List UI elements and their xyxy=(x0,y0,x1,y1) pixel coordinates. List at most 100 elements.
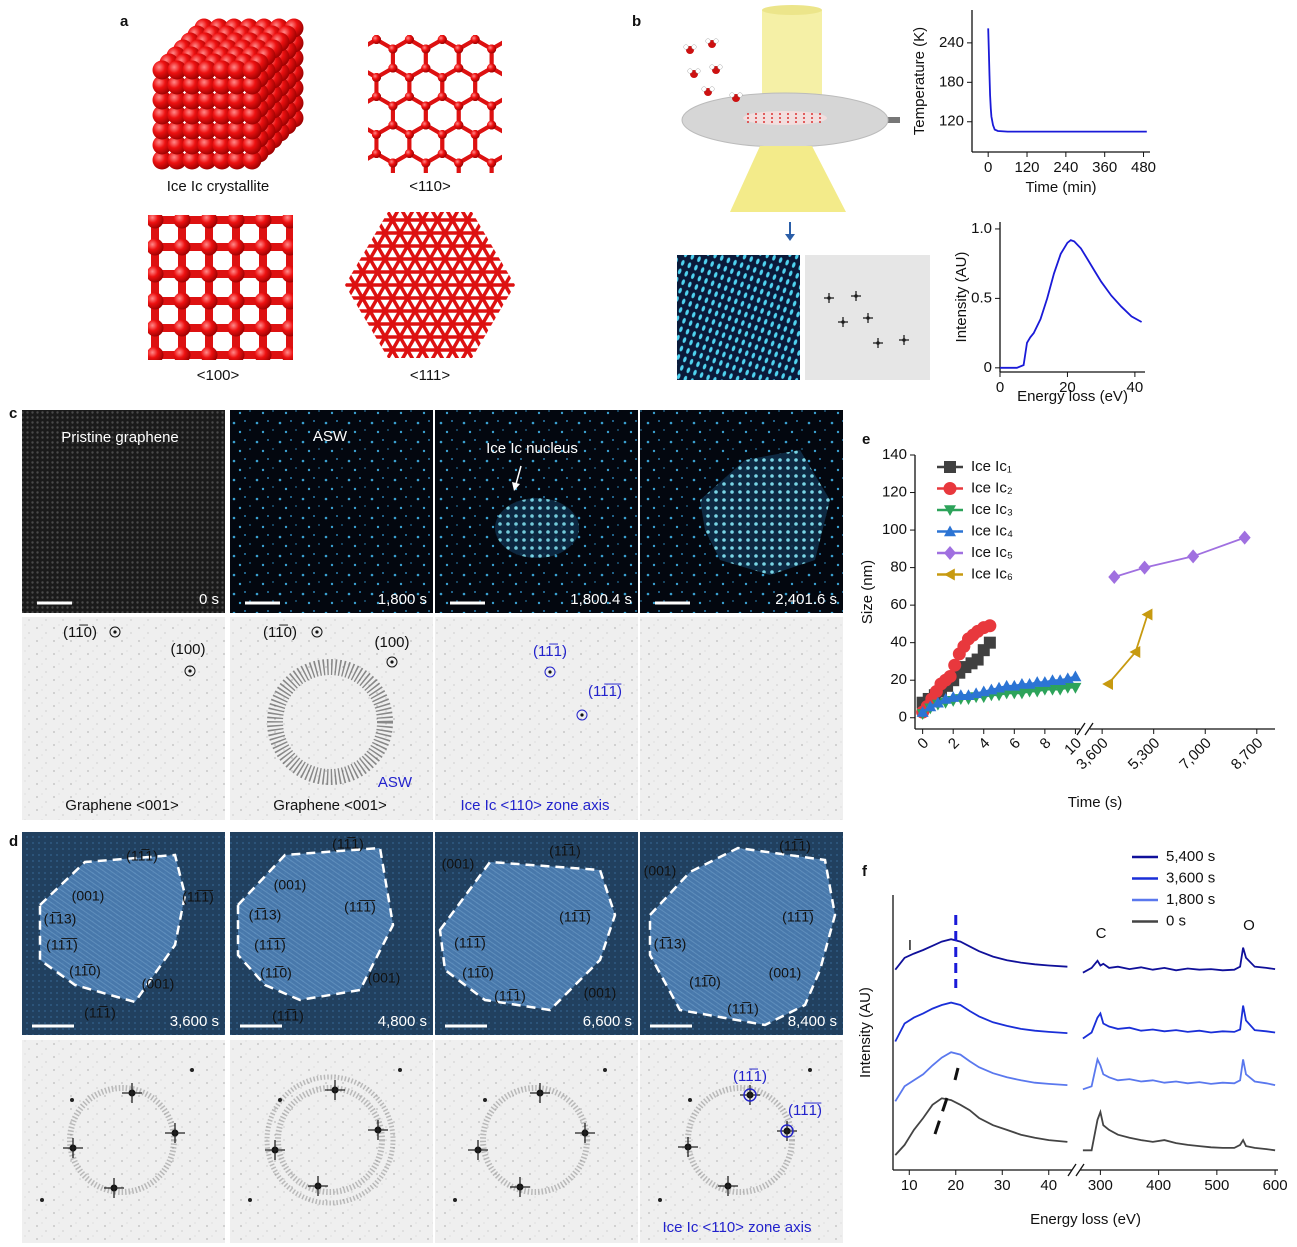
water-h xyxy=(737,92,743,98)
atom xyxy=(520,45,529,54)
atom xyxy=(405,16,414,25)
atom xyxy=(487,158,497,168)
atom xyxy=(152,120,172,140)
marker xyxy=(983,619,997,633)
zone-caption: Graphene <001> xyxy=(65,797,179,814)
marker xyxy=(1069,670,1082,682)
atom xyxy=(569,130,578,139)
atom xyxy=(421,44,431,54)
ice-dot xyxy=(811,121,813,123)
ice-dot xyxy=(795,117,797,119)
atom xyxy=(536,206,545,215)
atom xyxy=(437,130,447,139)
atom xyxy=(421,158,431,168)
atom xyxy=(227,60,247,80)
plane-label: (11̅1̅) xyxy=(782,909,814,925)
plane-label: (11̅1) xyxy=(779,838,811,854)
ice-dot xyxy=(763,113,765,115)
atom xyxy=(404,130,414,139)
crystal-region xyxy=(440,862,615,1010)
atom xyxy=(553,102,562,111)
ice-dot xyxy=(779,117,781,119)
ice-dot xyxy=(771,117,773,119)
bond xyxy=(557,154,590,192)
atom xyxy=(470,35,480,44)
atom xyxy=(404,149,414,158)
marker xyxy=(1015,677,1028,689)
marker xyxy=(1141,608,1153,621)
y-tick-label: 0 xyxy=(899,709,907,726)
atom xyxy=(421,7,430,16)
atom xyxy=(553,178,562,187)
plane-label: (11̅1) xyxy=(84,1005,116,1021)
spot xyxy=(70,1098,74,1102)
atom xyxy=(356,7,365,16)
plane-label: (100) xyxy=(170,641,205,658)
water-h xyxy=(683,44,689,50)
atom xyxy=(569,92,578,101)
atom xyxy=(167,105,187,125)
ring xyxy=(275,1085,385,1195)
atom xyxy=(471,16,480,25)
hrtem-image xyxy=(677,255,800,380)
axis-break xyxy=(1067,1163,1077,1177)
x-tick-label: 30 xyxy=(994,1177,1011,1194)
atom xyxy=(520,64,529,73)
atom xyxy=(339,16,348,25)
y-tick-label: 40 xyxy=(890,634,907,651)
marker xyxy=(971,653,984,666)
atom xyxy=(553,45,562,54)
atom xyxy=(569,16,578,25)
atom xyxy=(356,159,365,168)
bond xyxy=(311,68,344,106)
atom xyxy=(487,216,496,225)
atom xyxy=(504,16,513,25)
atom xyxy=(339,130,348,139)
atom xyxy=(306,206,315,215)
time-label: 6,600 s xyxy=(583,1013,632,1030)
y-tick-label: 60 xyxy=(890,596,907,613)
legend-label: Ice Ic₁ xyxy=(971,458,1012,475)
ice-dot xyxy=(811,117,813,119)
bond xyxy=(327,40,360,78)
atom xyxy=(372,206,381,215)
y-axis-label: Intensity (AU) xyxy=(857,987,874,1078)
atom xyxy=(471,16,480,25)
atom xyxy=(306,35,315,44)
decoration xyxy=(22,5,930,1243)
lattice-110 xyxy=(306,7,595,225)
ice-dot xyxy=(779,113,781,115)
pointer xyxy=(515,465,522,485)
bond xyxy=(525,97,558,135)
x-tick-label: 7,000 xyxy=(1176,735,1215,774)
x-tick-label: 6 xyxy=(1006,735,1024,753)
atom xyxy=(536,16,545,25)
atom xyxy=(404,35,414,44)
marker xyxy=(916,706,929,717)
atom xyxy=(371,149,381,158)
atom xyxy=(388,178,397,187)
lattice-111 xyxy=(345,212,515,358)
atom xyxy=(339,149,348,158)
water-h xyxy=(729,92,735,98)
atom xyxy=(586,7,595,16)
plane-label: (11̅0) xyxy=(263,624,297,641)
atom xyxy=(371,35,381,44)
atom xyxy=(421,120,431,130)
spot xyxy=(808,1068,812,1072)
plane-label: (11̅1) xyxy=(733,1068,767,1085)
marker xyxy=(1108,569,1121,584)
x-axis-label: Energy loss (eV) xyxy=(1017,388,1128,405)
atom xyxy=(553,121,562,130)
ice-dot xyxy=(755,117,757,119)
bond xyxy=(493,212,515,358)
atom xyxy=(339,187,348,196)
marker xyxy=(1046,684,1059,696)
crystal-outline xyxy=(648,846,837,1027)
atom xyxy=(454,120,464,130)
panel-label: f xyxy=(862,863,868,880)
legend-label: 1,800 s xyxy=(1166,891,1215,908)
atom xyxy=(227,120,247,140)
atom xyxy=(504,130,513,139)
bond xyxy=(311,11,344,49)
